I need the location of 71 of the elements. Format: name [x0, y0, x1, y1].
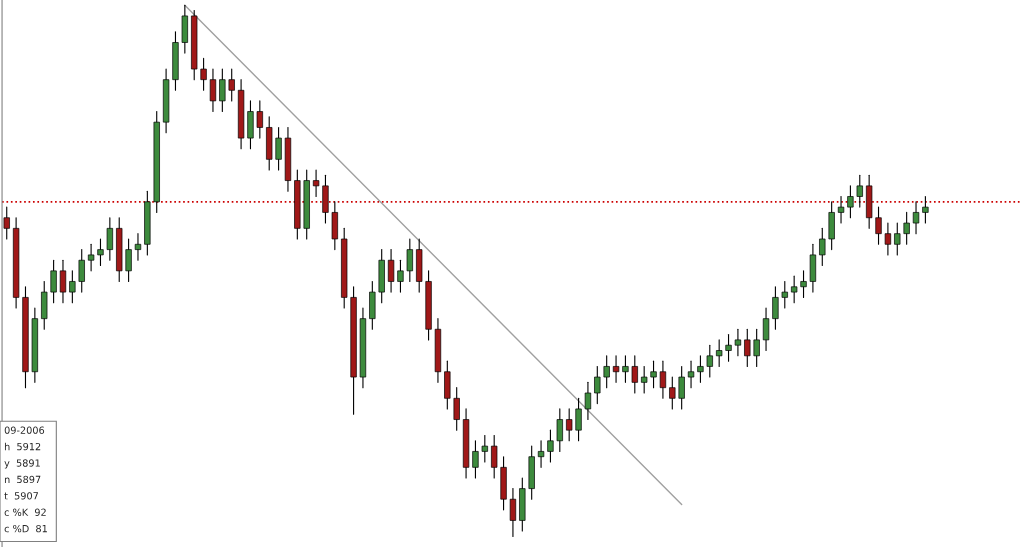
candlestick [200, 57, 207, 91]
annotation: c %K 92 [4, 508, 46, 516]
candlestick [903, 211, 910, 245]
candlestick [669, 376, 676, 410]
candlestick [875, 206, 882, 245]
candlestick [678, 365, 685, 410]
annotation: 09-2006 [4, 426, 45, 434]
candlestick [575, 397, 582, 442]
annotation: t 5907 [4, 492, 38, 500]
candlestick [481, 434, 488, 463]
candlestick [556, 408, 563, 452]
candlestick [547, 429, 554, 463]
candlestick [697, 355, 704, 383]
candlestick [275, 126, 282, 171]
candlestick [125, 238, 132, 283]
candlestick [87, 243, 95, 272]
candlestick [641, 365, 648, 394]
candlestick [584, 381, 592, 421]
candlestick [59, 259, 67, 304]
candlestick [734, 328, 742, 357]
candlestick [106, 217, 114, 261]
candlestick [856, 174, 863, 208]
candlestick [537, 440, 545, 468]
candlestick [134, 233, 142, 261]
candlestick [762, 307, 770, 352]
candlestick [687, 360, 695, 389]
candlestick [781, 280, 788, 309]
candlestick [509, 488, 517, 537]
candlestick [78, 249, 85, 293]
candlestick [406, 238, 413, 283]
candlestick [453, 387, 460, 431]
candlestick [847, 185, 854, 219]
candlestick [69, 270, 76, 304]
candlestick [228, 68, 235, 102]
annotation: h 5912 [4, 442, 41, 451]
candlestick [97, 238, 104, 267]
annotation: c %D 81 [4, 524, 47, 533]
candlestick [491, 434, 498, 479]
candlestick [744, 328, 751, 367]
candlestick [3, 206, 10, 240]
candlestick [922, 195, 929, 224]
candlestick [219, 68, 226, 113]
candlestick [50, 259, 57, 304]
candlestick [209, 68, 217, 113]
candlestick [472, 440, 479, 479]
candlestick [725, 334, 732, 362]
candlestick [659, 360, 667, 399]
candlestick [837, 195, 845, 224]
candlestick [800, 270, 807, 298]
candlestick [791, 275, 798, 304]
annotation: n 5897 [4, 475, 41, 484]
candlestick [594, 365, 601, 405]
candlestick [256, 100, 263, 139]
candlestick [819, 227, 826, 267]
annotation: y 5891 [4, 459, 40, 469]
candlestick [772, 286, 779, 330]
candlestick [603, 355, 610, 389]
candlestick [884, 222, 892, 256]
candlestick [753, 328, 760, 367]
candlestick [706, 344, 713, 378]
candlestick [397, 259, 404, 293]
candlestick [894, 222, 901, 256]
candlestick [622, 355, 629, 383]
candlestick [612, 355, 620, 383]
candlestick [312, 169, 320, 198]
candlestick [650, 360, 657, 389]
candlestick [716, 339, 723, 367]
candlestick [566, 408, 573, 442]
candlestick [912, 201, 920, 235]
candlestick [631, 355, 638, 394]
candlestick [387, 249, 395, 293]
